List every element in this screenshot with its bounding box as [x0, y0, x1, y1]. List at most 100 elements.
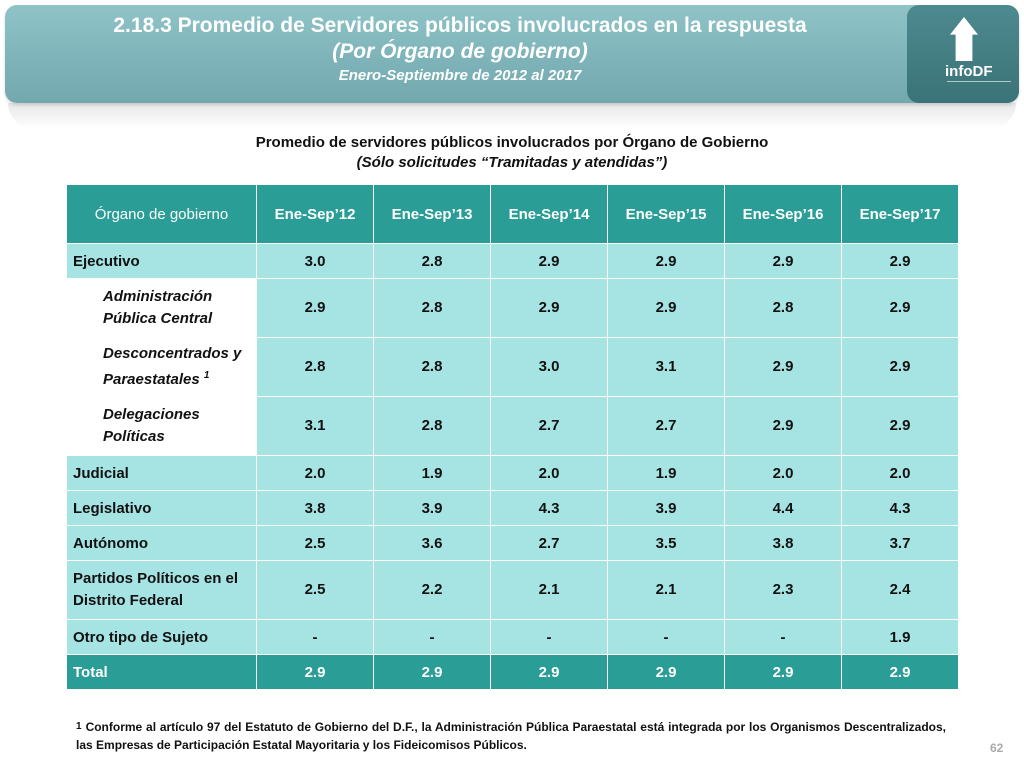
- table-cell: 3.5: [607, 525, 725, 561]
- table-cell: 2.7: [490, 396, 608, 456]
- table-cell: -: [373, 619, 491, 655]
- table-cell: 2.8: [724, 278, 842, 338]
- page-number: 62: [990, 741, 1004, 755]
- column-header: Ene-Sep’14: [490, 184, 608, 244]
- table-cell: 2.8: [373, 278, 491, 338]
- table-cell: 2.9: [607, 654, 725, 690]
- table-row: Otro tipo de Sujeto - - - - - 1.9: [66, 619, 959, 655]
- table-cell: 2.0: [841, 455, 959, 491]
- table-cell: 4.3: [841, 490, 959, 526]
- table-cell: 2.9: [841, 396, 959, 456]
- row-label: Total: [66, 654, 257, 690]
- table-cell: 2.8: [373, 396, 491, 456]
- logo-text: infoDF: [945, 63, 993, 80]
- title-subtitle: (Por Órgano de gobierno): [332, 40, 588, 63]
- table-row: Legislativo 3.8 3.9 4.3 3.9 4.4 4.3: [66, 490, 959, 526]
- row-label: Administración Pública Central: [66, 278, 257, 338]
- table-cell: 2.0: [256, 455, 374, 491]
- table-cell: 2.9: [724, 243, 842, 279]
- table-cell: 2.9: [841, 243, 959, 279]
- row-label-cell: Desconcentrados y Paraestatales 1: [66, 337, 257, 397]
- table-cell: 2.9: [256, 278, 374, 338]
- table-cell: 3.7: [841, 525, 959, 561]
- table-cell: 2.7: [490, 525, 608, 561]
- table-cell: 2.8: [373, 337, 491, 397]
- footnote-mark: 1: [76, 721, 82, 732]
- monument-icon: [950, 17, 978, 61]
- table-cell: 4.3: [490, 490, 608, 526]
- table-cell: 4.4: [724, 490, 842, 526]
- table-cell: 2.1: [490, 560, 608, 620]
- row-label: Desconcentrados y Paraestatales: [103, 345, 242, 388]
- row-label: Legislativo: [66, 490, 257, 526]
- table-cell: 2.9: [724, 654, 842, 690]
- table-cell: 2.9: [490, 243, 608, 279]
- column-header: Ene-Sep’12: [256, 184, 374, 244]
- title-main: 2.18.3 Promedio de Servidores públicos i…: [113, 14, 807, 37]
- column-header: Órgano de gobierno: [66, 184, 257, 244]
- table-row: Autónomo 2.5 3.6 2.7 3.5 3.8 3.7: [66, 525, 959, 561]
- table-cell: -: [490, 619, 608, 655]
- table-cell: 2.9: [841, 278, 959, 338]
- table-cell: 2.9: [607, 243, 725, 279]
- title-period: Enero-Septiembre de 2012 al 2017: [338, 67, 582, 84]
- table-cell: 3.8: [256, 490, 374, 526]
- footnote-text: Conforme al artículo 97 del Estatuto de …: [76, 720, 946, 752]
- logo-divider: [947, 81, 1011, 98]
- table-cell: 2.9: [490, 654, 608, 690]
- table-cell: 2.9: [256, 654, 374, 690]
- table-row: Partidos Políticos en el Distrito Federa…: [66, 560, 959, 620]
- table-cell: 1.9: [373, 455, 491, 491]
- table-cell: 2.7: [607, 396, 725, 456]
- table-cell: 3.9: [373, 490, 491, 526]
- table-cell: 3.6: [373, 525, 491, 561]
- table-cell: 3.1: [256, 396, 374, 456]
- column-header: Ene-Sep’15: [607, 184, 725, 244]
- table-cell: -: [724, 619, 842, 655]
- table-cell: 2.2: [373, 560, 491, 620]
- row-label: Judicial: [66, 455, 257, 491]
- column-header: Ene-Sep’16: [724, 184, 842, 244]
- page-title: 2.18.3 Promedio de Servidores públicos i…: [20, 12, 900, 87]
- banner-shadow: [8, 103, 1016, 129]
- table-cell: 2.9: [724, 396, 842, 456]
- table-cell: 2.0: [724, 455, 842, 491]
- table-row: Ejecutivo 3.0 2.8 2.9 2.9 2.9 2.9: [66, 243, 959, 279]
- table-cell: 2.5: [256, 525, 374, 561]
- table-cell: 3.8: [724, 525, 842, 561]
- table-cell: 3.1: [607, 337, 725, 397]
- table-row: Desconcentrados y Paraestatales 1 2.8 2.…: [66, 337, 959, 397]
- table-cell: 2.9: [724, 337, 842, 397]
- table-title: Promedio de servidores públicos involucr…: [0, 133, 1024, 173]
- table-cell: 2.1: [607, 560, 725, 620]
- table-row: Delegaciones Políticas 3.1 2.8 2.7 2.7 2…: [66, 396, 959, 456]
- table-cell: 3.0: [256, 243, 374, 279]
- table-cell: 2.8: [256, 337, 374, 397]
- total-row: Total 2.9 2.9 2.9 2.9 2.9 2.9: [66, 654, 959, 690]
- column-header: Ene-Sep’13: [373, 184, 491, 244]
- table-row: Administración Pública Central 2.9 2.8 2…: [66, 278, 959, 338]
- table-cell: 1.9: [841, 619, 959, 655]
- footnote: 1 Conforme al artículo 97 del Estatuto de…: [76, 718, 946, 754]
- table-cell: 3.0: [490, 337, 608, 397]
- table-cell: 2.9: [841, 337, 959, 397]
- table-cell: 2.5: [256, 560, 374, 620]
- table-cell: 2.8: [373, 243, 491, 279]
- footnote-reference: 1: [203, 370, 210, 381]
- table-cell: 2.0: [490, 455, 608, 491]
- table-cell: 1.9: [607, 455, 725, 491]
- table-cell: -: [256, 619, 374, 655]
- title-banner: [5, 5, 1019, 103]
- servers-table: Órgano de gobierno Ene-Sep’12 Ene-Sep’13…: [66, 184, 959, 690]
- table-cell: 2.4: [841, 560, 959, 620]
- table-cell: 2.9: [373, 654, 491, 690]
- infodf-logo: infoDF: [907, 5, 1019, 103]
- table-header-row: Órgano de gobierno Ene-Sep’12 Ene-Sep’13…: [66, 184, 959, 244]
- table-cell: -: [607, 619, 725, 655]
- row-label: Delegaciones Políticas: [66, 396, 257, 456]
- table-row: Judicial 2.0 1.9 2.0 1.9 2.0 2.0: [66, 455, 959, 491]
- table-cell: 2.3: [724, 560, 842, 620]
- table-cell: 2.9: [490, 278, 608, 338]
- table-cell: 2.9: [607, 278, 725, 338]
- table-title-line2: (Sólo solicitudes “Tramitadas y atendida…: [356, 154, 668, 171]
